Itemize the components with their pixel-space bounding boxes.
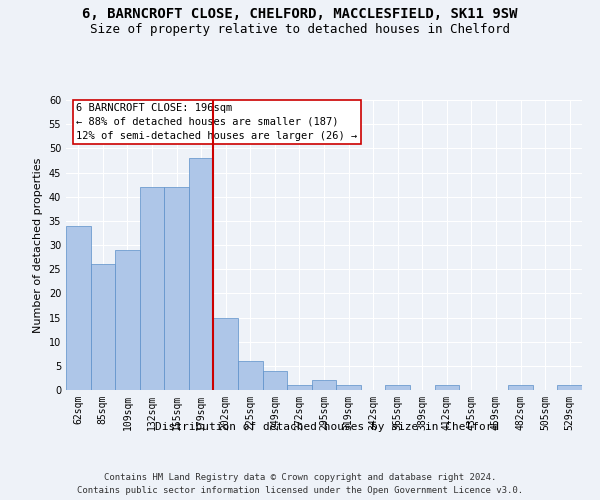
Text: 6 BARNCROFT CLOSE: 196sqm
← 88% of detached houses are smaller (187)
12% of semi: 6 BARNCROFT CLOSE: 196sqm ← 88% of detac… [76, 103, 358, 141]
Bar [336, 385, 361, 390]
Bar [91, 264, 115, 390]
Bar [385, 385, 410, 390]
Bar [557, 385, 582, 390]
Text: 6, BARNCROFT CLOSE, CHELFORD, MACCLESFIELD, SK11 9SW: 6, BARNCROFT CLOSE, CHELFORD, MACCLESFIE… [82, 8, 518, 22]
Bar [434, 385, 459, 390]
Bar [287, 385, 312, 390]
Bar [508, 385, 533, 390]
Text: Size of property relative to detached houses in Chelford: Size of property relative to detached ho… [90, 22, 510, 36]
Bar [214, 318, 238, 390]
Bar [238, 361, 263, 390]
Bar [164, 187, 189, 390]
Bar [263, 370, 287, 390]
Text: Distribution of detached houses by size in Chelford: Distribution of detached houses by size … [155, 422, 499, 432]
Bar [140, 187, 164, 390]
Bar [66, 226, 91, 390]
Text: Contains HM Land Registry data © Crown copyright and database right 2024.
Contai: Contains HM Land Registry data © Crown c… [77, 473, 523, 495]
Bar [115, 250, 140, 390]
Bar [312, 380, 336, 390]
Bar [189, 158, 214, 390]
Y-axis label: Number of detached properties: Number of detached properties [33, 158, 43, 332]
